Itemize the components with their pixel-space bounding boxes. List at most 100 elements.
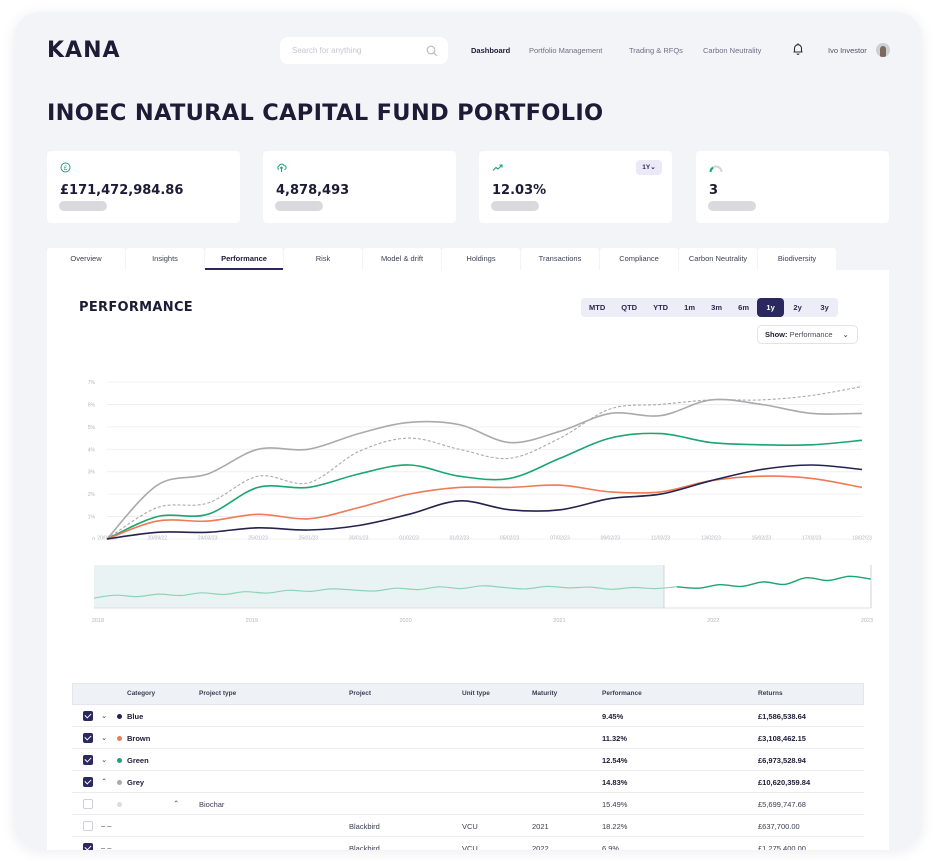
range-2y[interactable]: 2y <box>793 303 802 312</box>
kpi-card-total-value: £ £171,472,984.86 <box>47 151 240 223</box>
show-dropdown[interactable]: Show: Performance ⌄ <box>757 325 858 344</box>
navigator-year-label: 2018 <box>92 618 104 624</box>
expand-chevron-icon[interactable]: ⌃ <box>101 777 108 786</box>
tab-holdings[interactable]: Holdings <box>442 248 520 270</box>
range-6m[interactable]: 6m <box>738 303 750 312</box>
kpi-placeholder <box>708 201 756 211</box>
table-row[interactable]: ⌄ Blue 9.45% £1,586,538.64 <box>72 705 864 727</box>
series-line-4[interactable] <box>106 475 863 540</box>
table-row[interactable]: ⌄ Brown 11.32% £3,108,462.15 <box>72 727 864 749</box>
col-category[interactable]: Category <box>127 690 156 697</box>
tab-biodiversity[interactable]: Biodiversity <box>758 248 836 270</box>
range-mtd[interactable]: MTD <box>589 303 606 312</box>
search-input[interactable] <box>292 46 426 55</box>
row-checkbox[interactable] <box>83 733 93 743</box>
kana-logo[interactable]: KANA <box>47 38 121 63</box>
nav-dashboard[interactable]: Dashboard <box>471 46 511 55</box>
navigator-line-history <box>93 585 677 599</box>
tab-model-drift[interactable]: Model & drift <box>363 248 441 270</box>
expand-chevron-icon[interactable]: – – <box>101 821 112 830</box>
expand-chevron-icon[interactable]: – – <box>101 843 112 850</box>
kpi-placeholder <box>59 201 107 211</box>
tab-transactions[interactable]: Transactions <box>521 248 599 270</box>
chevron-down-icon: ⌄ <box>650 164 656 171</box>
tab-performance[interactable]: Performance <box>205 248 283 270</box>
range-1y[interactable]: 1y <box>757 298 785 317</box>
cell-returns: £3,108,462.15 <box>758 734 806 743</box>
row-checkbox[interactable] <box>83 711 93 721</box>
x-tick-label: 25/01/23 <box>248 536 268 541</box>
range-3y[interactable]: 3y <box>820 303 829 312</box>
range-3m[interactable]: 3m <box>711 303 723 312</box>
range-1m[interactable]: 1m <box>684 303 696 312</box>
tab-overview[interactable]: Overview <box>47 248 125 270</box>
table-row[interactable]: ⌃ Biochar 15.49% £5,699,747.68 <box>72 793 864 815</box>
cell-performance: 11.32% <box>602 734 628 743</box>
expand-chevron-icon[interactable]: ⌃ <box>173 799 180 808</box>
table-row[interactable]: ⌃ Grey 14.83% £10,620,359.84 <box>72 771 864 793</box>
kpi-card-return: 1Y⌄ 12.03% <box>479 151 672 223</box>
range-ytd[interactable]: YTD <box>653 303 669 312</box>
cell-returns: £637,700.00 <box>758 822 800 831</box>
category-color-dot <box>117 758 122 763</box>
category-color-dot <box>117 780 122 785</box>
y-tick-label: 3% <box>88 470 96 476</box>
y-tick-label: 4% <box>88 447 96 453</box>
nav-trading-rfqs[interactable]: Trading & RFQs <box>629 46 683 55</box>
col-performance[interactable]: Performance <box>602 690 642 697</box>
col-project[interactable]: Project <box>349 690 372 697</box>
row-checkbox[interactable] <box>83 821 93 831</box>
table-row[interactable]: ⌄ Green 12.54% £6,973,528.94 <box>72 749 864 771</box>
row-checkbox[interactable] <box>83 843 93 850</box>
kpi-placeholder <box>275 201 323 211</box>
navigator-selection[interactable] <box>94 565 664 608</box>
bell-icon[interactable] <box>791 42 805 56</box>
timeline-navigator[interactable]: 2018 2019 2020 2021 2022 2023 <box>47 565 889 640</box>
cell-performance: 6.9% <box>602 844 620 850</box>
tab-carbon-neutrality[interactable]: Carbon Neutrality <box>679 248 757 270</box>
tab-insights[interactable]: Insights <box>126 248 204 270</box>
x-tick-label: 30/01/23 <box>349 536 369 541</box>
col-maturity[interactable]: Maturity <box>532 690 558 697</box>
tab-compliance[interactable]: Compliance <box>600 248 678 270</box>
cell-returns: £6,973,528.94 <box>758 756 806 765</box>
row-checkbox[interactable] <box>83 755 93 765</box>
expand-chevron-icon[interactable]: ⌄ <box>101 733 108 742</box>
series-line-1[interactable] <box>106 398 863 540</box>
cell-returns: £1,586,538.64 <box>758 712 806 721</box>
nav-carbon-neutrality[interactable]: Carbon Neutrality <box>703 46 762 55</box>
kpi-value: 4,878,493 <box>276 183 350 198</box>
section-title: PERFORMANCE <box>79 300 193 315</box>
table-row[interactable]: – – Blackbird VCU 2022 6.9% £1,275,400.00 <box>72 837 864 850</box>
col-project-type[interactable]: Project type <box>199 690 237 697</box>
expand-chevron-icon[interactable]: ⌄ <box>101 711 108 720</box>
col-returns[interactable]: Returns <box>758 690 783 697</box>
y-tick-label: 2% <box>88 492 96 498</box>
cell-returns: £1,275,400.00 <box>758 844 806 850</box>
gauge-icon <box>709 165 723 173</box>
series-line-5[interactable] <box>106 464 863 540</box>
nav-portfolio-management[interactable]: Portfolio Management <box>529 46 603 55</box>
kpi-card-risk: 3 <box>696 151 889 223</box>
performance-line-chart[interactable]: 01%2%3%4%5%6%7%20/01/23 20/09/22 24/03/23 2… <box>47 365 889 540</box>
row-checkbox[interactable] <box>83 777 93 787</box>
row-checkbox[interactable] <box>83 799 93 809</box>
period-dropdown[interactable]: 1Y⌄ <box>636 160 662 175</box>
cell-category: Brown <box>127 734 151 743</box>
range-selector: MTD QTD YTD 1m 3m 6m 1y 2y 3y <box>581 298 839 317</box>
x-tick-label: 05/02/23 <box>500 536 520 541</box>
tab-risk[interactable]: Risk <box>284 248 362 270</box>
series-line-2[interactable] <box>106 385 863 540</box>
cell-performance: 9.45% <box>602 712 624 721</box>
series-line-3[interactable] <box>106 432 863 540</box>
user-name[interactable]: Ivo Investor <box>828 46 867 55</box>
col-unit-type[interactable]: Unit type <box>462 690 490 697</box>
table-row[interactable]: – – Blackbird VCU 2021 18.22% £637,700.00 <box>72 815 864 837</box>
x-tick-label: 11/02/23 <box>651 536 670 541</box>
avatar[interactable] <box>876 43 890 57</box>
range-qtd[interactable]: QTD <box>621 303 638 312</box>
search-box[interactable] <box>280 37 448 64</box>
search-icon[interactable] <box>426 45 438 57</box>
kpi-value: £171,472,984.86 <box>60 183 184 198</box>
expand-chevron-icon[interactable]: ⌄ <box>101 755 108 764</box>
